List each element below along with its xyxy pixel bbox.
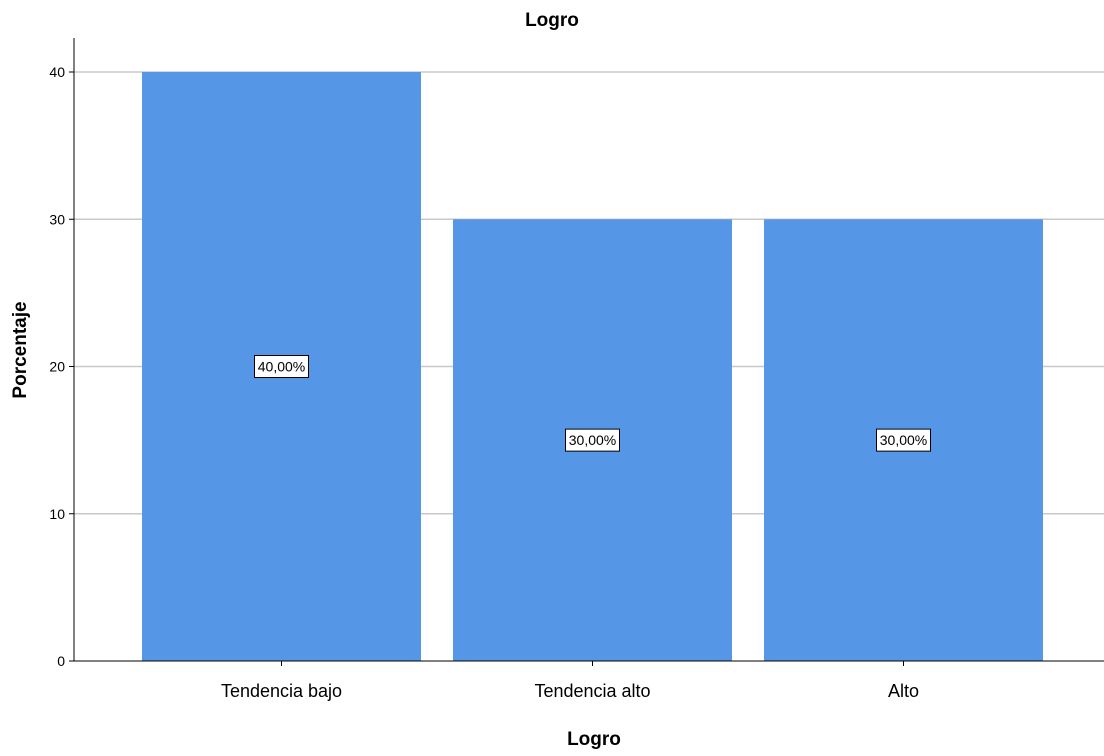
x-tick-label: Tendencia alto: [534, 681, 650, 701]
x-tick-label: Alto: [888, 681, 919, 701]
data-label-box: [876, 428, 931, 452]
data-label-text: 30,00%: [569, 432, 616, 448]
y-tick-label: 10: [49, 506, 65, 522]
axes: [73, 38, 1104, 662]
data-label: 30,00%: [565, 428, 620, 452]
data-label-text: 40,00%: [258, 359, 305, 375]
y-tick-label: 20: [49, 359, 65, 375]
chart-title: Logro: [525, 10, 579, 31]
y-tick-label: 30: [49, 211, 65, 227]
x-tick-labels: Tendencia bajo Tendencia alto Alto: [221, 661, 919, 701]
y-tick-labels: 0 10 20 30 40: [49, 64, 74, 669]
x-axis-title: Logro: [567, 729, 621, 750]
data-labels: 40,00% 30,00% 30,00%: [254, 355, 931, 452]
data-label: 30,00%: [876, 428, 931, 452]
y-tick-label: 40: [49, 64, 65, 80]
y-axis-title: Porcentaje: [10, 301, 31, 398]
y-tick-label: 0: [57, 653, 65, 669]
x-tick-label: Tendencia bajo: [221, 681, 342, 701]
data-label-box: [254, 355, 309, 378]
data-label-text: 30,00%: [880, 432, 927, 448]
data-label: 40,00%: [254, 355, 309, 378]
data-label-box: [565, 428, 620, 452]
